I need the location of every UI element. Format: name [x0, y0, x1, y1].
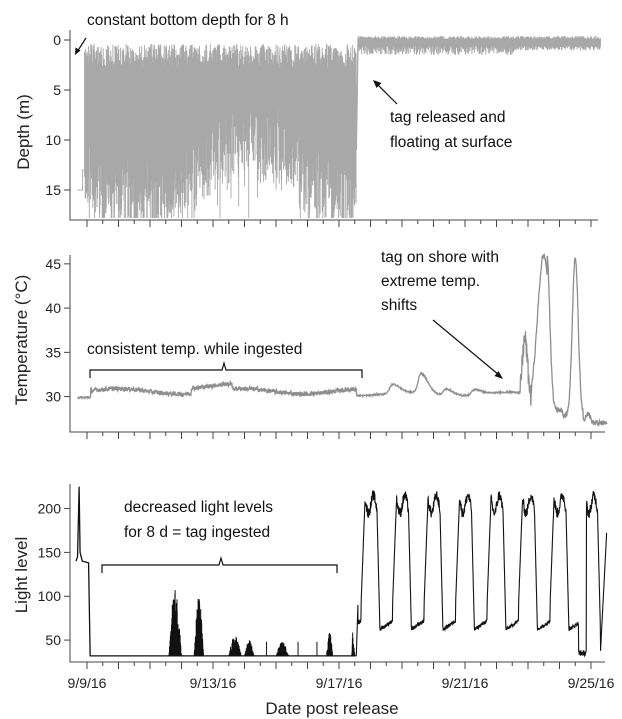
annotation-tag-released-arrowhead [373, 80, 382, 88]
temperature-panel: 30 35 40 45 Temperature (°C) consistent tem… [12, 249, 608, 439]
y-tick-label: 15 [45, 182, 61, 198]
light-ingested-trace [75, 486, 166, 657]
annotation-decreased-light: decreased light levels for 8 d = tag ing… [101, 499, 338, 573]
annotation-consistent-temp: consistent temp. while ingested [87, 341, 363, 378]
y-tick-label: 35 [45, 344, 61, 360]
x-tick-label: 9/17/16 [316, 675, 363, 691]
light-panel: 50 100 150 200 Light level decreased light … [12, 484, 608, 669]
temperature-trace [77, 252, 608, 427]
annotation-tag-released-line-1: tag released and [390, 109, 505, 126]
depth-axes [69, 30, 598, 221]
light-axis-title: Light level [12, 537, 31, 614]
y-tick-label: 100 [38, 588, 62, 604]
annotation-bottom-depth-arrowhead [75, 47, 81, 55]
annotation-tag-on-shore-line-2: extreme temp. [381, 273, 480, 290]
light-daynight-trace [355, 489, 608, 658]
annotation-tag-on-shore-line-3: shifts [381, 297, 417, 314]
annotation-consistent-temp-bracket [89, 360, 363, 378]
depth-dives-trace [77, 44, 357, 218]
annotation-bottom-depth: constant bottom depth for 8 h [75, 12, 289, 55]
annotation-tag-released-line-2: floating at surface [390, 134, 512, 151]
depth-panel: 0 5 10 15 Depth (m) constant bottom depth f… [14, 12, 601, 227]
light-axes [69, 484, 605, 663]
y-tick-label: 10 [45, 132, 61, 148]
x-axis-title: Date post release [265, 699, 398, 718]
annotation-decreased-light-line-1: decreased light levels [124, 499, 273, 516]
annotation-tag-released: tag released and floating at surface [373, 80, 512, 151]
y-tick-label: 200 [38, 501, 62, 517]
y-tick-label: 45 [45, 256, 61, 272]
x-tick-label: 9/25/16 [568, 675, 615, 691]
annotation-bottom-depth-text: constant bottom depth for 8 h [87, 12, 289, 29]
depth-release-jump [355, 44, 359, 151]
annotation-tag-released-arrow [376, 83, 398, 105]
temperature-axes [69, 255, 605, 433]
annotation-consistent-temp-text: consistent temp. while ingested [87, 341, 302, 358]
y-tick-label: 150 [38, 544, 62, 560]
y-tick-label: 50 [45, 632, 61, 648]
light-spikes-trace [168, 590, 356, 656]
x-tick-label: 9/9/16 [68, 675, 107, 691]
annotation-decreased-light-bracket [101, 555, 338, 573]
x-tick-label: 9/13/16 [190, 675, 237, 691]
y-tick-label: 30 [45, 389, 61, 405]
annotation-tag-on-shore-arrow [432, 319, 500, 376]
depth-surface-trace [357, 36, 601, 55]
y-tick-label: 0 [53, 32, 61, 48]
y-tick-label: 5 [53, 82, 61, 98]
temperature-axis-title: Temperature (°C) [12, 275, 31, 406]
annotation-tag-on-shore: tag on shore with extreme temp. shifts [381, 249, 503, 379]
annotation-tag-on-shore-line-1: tag on shore with [381, 249, 499, 266]
x-tick-label: 9/21/16 [442, 675, 489, 691]
annotation-decreased-light-line-2: for 8 d = tag ingested [124, 524, 270, 541]
depth-axis-title: Depth (m) [14, 94, 33, 170]
y-tick-label: 40 [45, 300, 61, 316]
annotation-tag-on-shore-arrowhead [494, 371, 503, 379]
